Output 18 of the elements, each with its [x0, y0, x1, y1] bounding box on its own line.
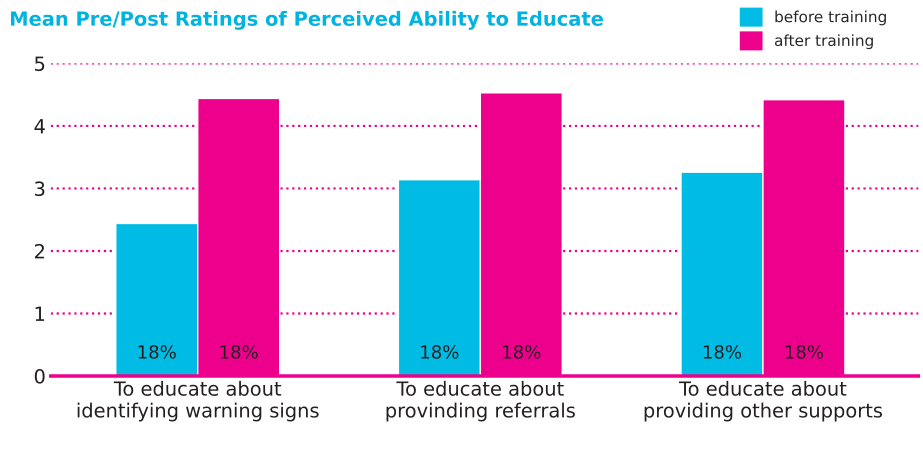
x-tick-label: To educate about providing other supports	[644, 380, 882, 422]
annotation: 18%	[503, 345, 540, 359]
x-tick-label: To educate about identifying warning signs	[78, 380, 319, 422]
chart-title: Mean Pre/Post Ratings of Perceived Ability to Educate	[11, 10, 603, 30]
annotation: 18%	[704, 345, 742, 359]
y-tick-label: 1	[36, 306, 44, 321]
y-tick-label: 2	[34, 244, 44, 258]
legend-label: after training	[774, 34, 873, 50]
annotation: 18%	[138, 345, 176, 359]
x-tick-label: To educate about provinding referrals	[386, 380, 575, 422]
y-tick-label: 5	[35, 56, 44, 72]
annotation: 18%	[220, 345, 258, 359]
legend-label: before training	[775, 10, 886, 26]
y-tick-label: 3	[35, 181, 44, 196]
y-tick-label: 0	[34, 368, 45, 384]
y-tick-label: 4	[34, 119, 45, 134]
annotation: 18%	[786, 345, 823, 359]
annotation: 18%	[421, 345, 458, 359]
